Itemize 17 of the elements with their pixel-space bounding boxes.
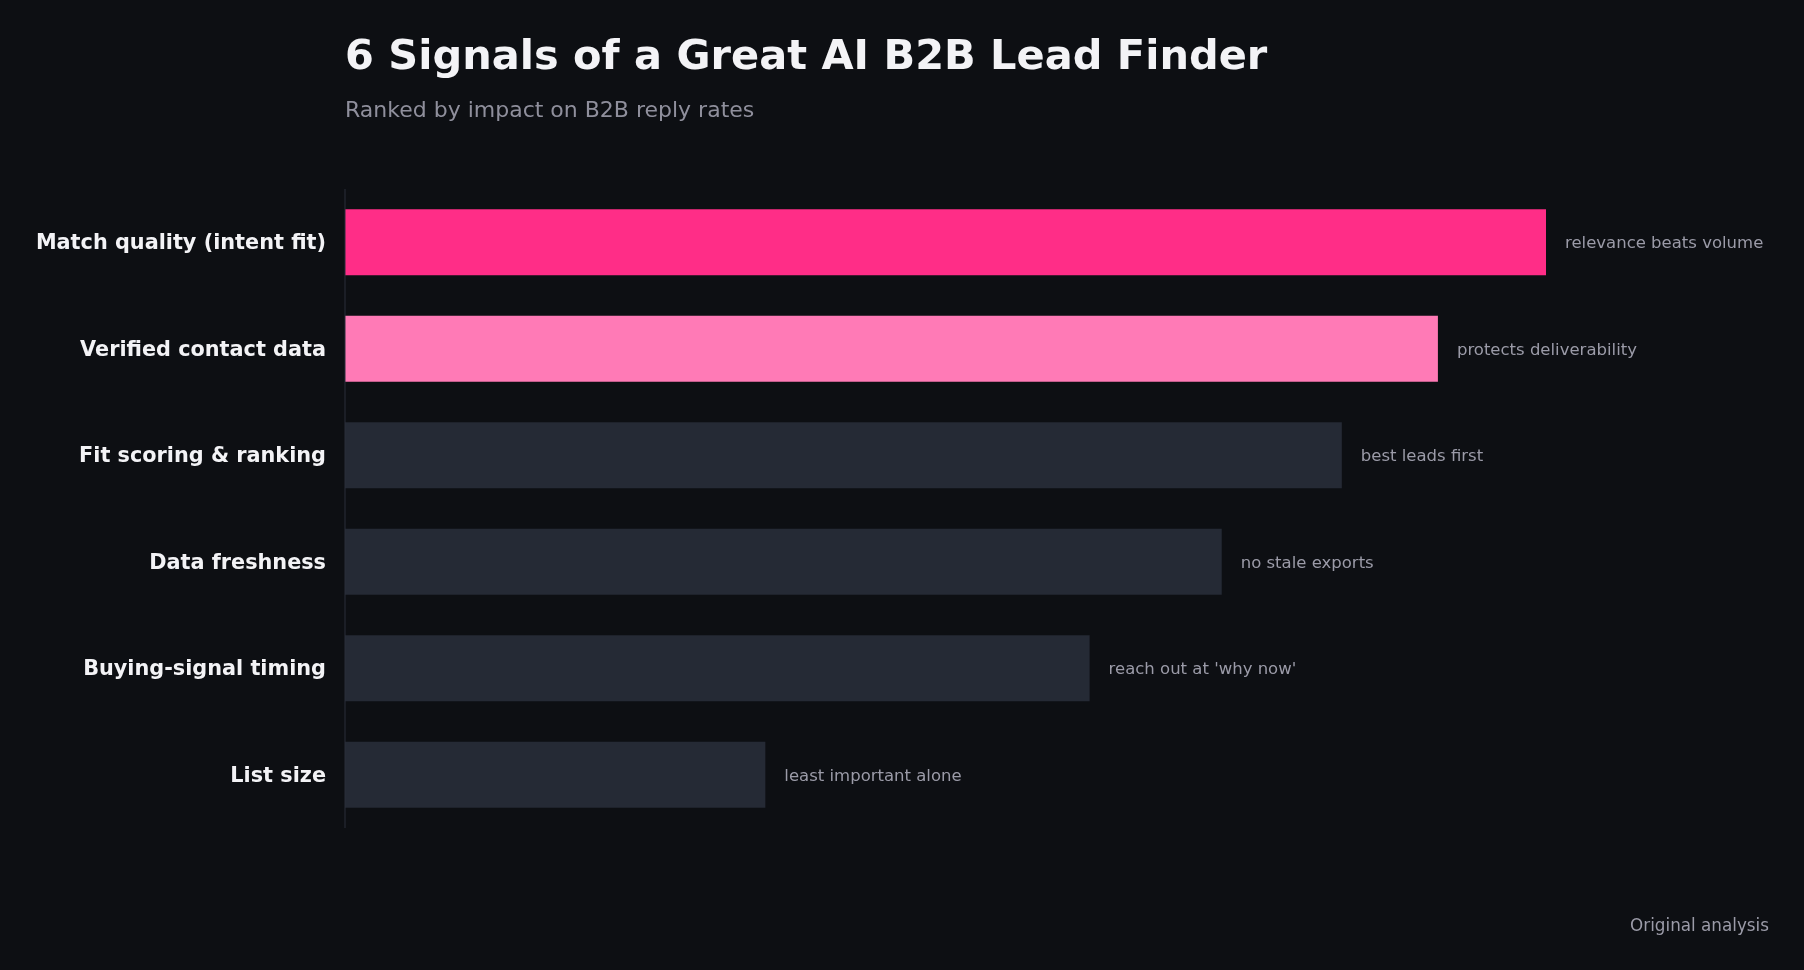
bar [345, 209, 1546, 276]
y-tick-label: Match quality (intent fit) [35, 230, 326, 255]
annotation: relevance beats volume [1565, 232, 1764, 252]
text: Original analysis [1630, 915, 1769, 937]
annotation: best leads first [1360, 445, 1484, 465]
y-tick-label: Data freshness [149, 549, 326, 574]
annotation: no stale exports [1240, 552, 1374, 572]
annotation: protects deliverability [1456, 339, 1638, 359]
y-tick-label: Buying-signal timing [83, 656, 326, 681]
y-tick-label: Verified contact data [80, 336, 326, 361]
y-tick-label: List size [230, 762, 326, 787]
bar [345, 315, 1438, 382]
chart-title: 6 Signals of a Great AI B2B Lead Finder [345, 30, 1268, 80]
chart-subtitle: Ranked by impact on B2B reply rates [345, 97, 755, 124]
annotation: least important alone [784, 765, 962, 785]
y-tick-label: Fit scoring & ranking [79, 443, 326, 468]
annotation: reach out at 'why now' [1108, 658, 1297, 678]
